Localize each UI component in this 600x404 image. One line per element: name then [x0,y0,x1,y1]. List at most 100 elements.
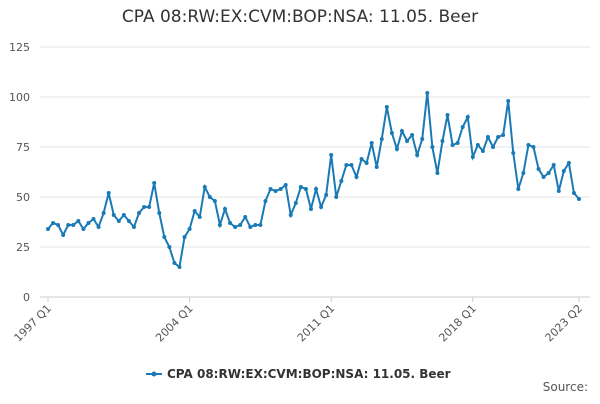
data-point [111,213,116,217]
data-point [450,143,455,147]
data-point [405,139,410,143]
data-point [475,143,480,147]
x-tick-label: 2004 Q1 [153,302,196,345]
data-point [233,225,238,229]
data-point [369,141,374,145]
data-point [61,233,66,237]
data-point [101,211,106,215]
data-point [207,195,212,199]
data-point [288,213,293,217]
data-point [354,175,359,179]
data-point [147,205,152,209]
data-point [66,223,71,227]
x-tick-label: 2018 Q1 [436,302,479,345]
data-point [445,113,450,117]
data-point [556,189,561,193]
legend-label: CPA 08:RW:EX:CVM:BOP:NSA: 11.05. Beer [167,367,451,381]
data-point [56,223,61,227]
data-point [541,175,546,179]
data-point [506,99,511,103]
data-point [258,223,263,227]
data-point [521,171,526,175]
y-tick-label: 50 [16,191,30,204]
data-point [329,153,334,157]
data-point [440,139,445,143]
data-point [425,91,430,95]
data-point [389,131,394,135]
data-point [334,195,339,199]
data-point [228,221,233,225]
data-point [71,223,76,227]
data-point [212,199,217,203]
data-point [577,197,581,201]
data-point [430,145,435,149]
data-point [491,145,496,149]
data-point [394,147,399,151]
data-point [344,163,349,167]
y-tick-label: 125 [9,41,30,54]
data-point [480,149,485,153]
data-point [126,219,131,223]
chart-title: CPA 08:RW:EX:CVM:BOP:NSA: 11.05. Beer [122,7,478,27]
data-point [293,201,298,205]
y-tick-label: 75 [16,141,30,154]
data-point [106,191,111,195]
data-point [223,207,227,211]
data-point [283,183,288,187]
data-point [359,157,364,161]
data-point [187,227,192,231]
data-point [96,225,101,229]
data-point [379,137,384,141]
data-point [566,161,571,165]
data-point [157,211,162,215]
data-point [253,223,258,227]
data-point [420,137,425,141]
data-point [349,163,354,167]
data-point [167,245,172,249]
data-point [86,221,91,225]
data-point [263,199,268,203]
y-tick-label: 25 [16,241,30,254]
data-point [465,115,470,119]
data-point [531,145,536,149]
y-tick-label: 0 [23,291,30,304]
data-point [374,165,379,169]
data-point [217,223,222,227]
data-point [455,141,460,145]
data-point [81,227,86,231]
data-point [324,193,329,197]
source: Source: [543,380,588,394]
data-point [172,261,177,265]
data-point [561,169,566,173]
data-point [278,187,283,191]
data-point [485,135,490,139]
data-point [197,215,202,219]
data-point [51,221,56,225]
data-point [162,235,167,239]
data-point [516,187,521,191]
data-point [137,211,142,215]
x-tick-label: 2011 Q1 [295,302,338,345]
data-point [91,217,96,221]
data-point [470,155,475,159]
data-point [415,153,420,157]
data-point [496,135,501,139]
data-point [536,167,541,171]
data-point [308,207,313,211]
data-point [46,227,50,231]
data-point [546,171,551,175]
data-point [142,205,147,209]
data-point [116,219,121,223]
legend-marker [151,371,157,377]
data-point [273,189,278,193]
x-tick-label: 1997 Q1 [12,302,55,345]
data-point [435,171,440,175]
data-point [384,105,389,109]
data-point [501,133,506,137]
data-point [182,235,187,239]
data-point [192,209,197,213]
data-point [460,125,465,129]
data-point [410,133,415,137]
data-point [177,265,182,269]
